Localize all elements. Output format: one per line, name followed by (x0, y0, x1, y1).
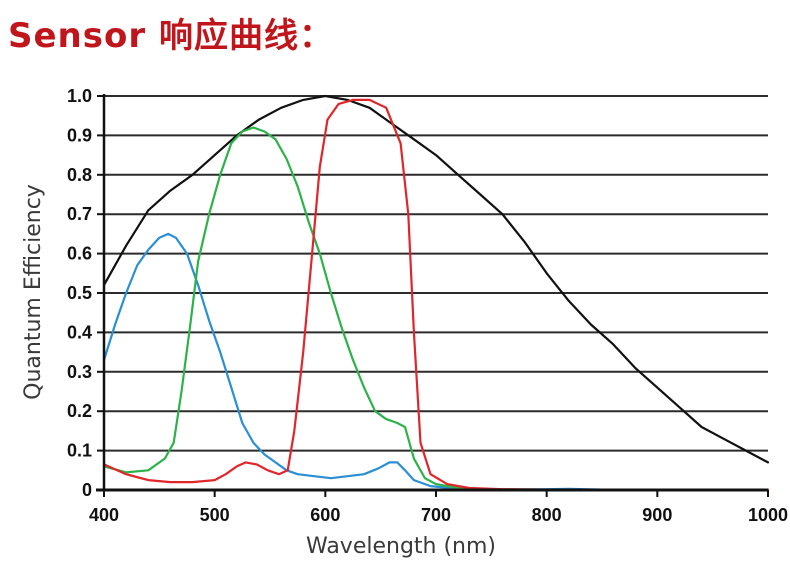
y-tick-label: 0.5 (67, 283, 92, 303)
series-line-1 (102, 94, 770, 464)
page-title: Sensor 响应曲线： (8, 16, 334, 56)
y-tick-label: 0.9 (67, 125, 92, 145)
x-tick-label: 600 (310, 505, 340, 525)
y-tick-label: 0.1 (67, 441, 92, 461)
x-tick-label: 1000 (748, 505, 788, 525)
grid-lines (104, 95, 768, 452)
axes (96, 94, 769, 497)
x-tick-label: 900 (642, 505, 672, 525)
x-tick-label: 700 (421, 505, 451, 525)
y-tick-label: 0.6 (67, 244, 92, 264)
y-tick-label: 0.4 (67, 322, 92, 342)
y-axis-title: Quantum Efficiency (21, 184, 46, 400)
x-tick-labels: 400 500 600 700 800 900 1000 (89, 505, 788, 525)
x-axis-title: Wavelength (nm) (306, 534, 496, 559)
series-line-4 (102, 98, 770, 491)
x-tick-label: 500 (200, 505, 230, 525)
y-tick-label: 0.3 (67, 362, 92, 382)
y-tick-labels: 0 0.1 0.2 0.3 0.4 0.5 0.6 0.7 0.8 0.9 1.0 (67, 86, 92, 500)
y-tick-label: 0.8 (67, 165, 92, 185)
y-tick-label: 1.0 (67, 86, 92, 106)
series-line-3 (102, 126, 770, 491)
x-tick-label: 800 (532, 505, 562, 525)
y-tick-label: 0 (82, 480, 92, 500)
x-tick-label: 400 (89, 505, 119, 525)
y-tick-label: 0.2 (67, 401, 92, 421)
y-tick-label: 0.7 (67, 204, 92, 224)
